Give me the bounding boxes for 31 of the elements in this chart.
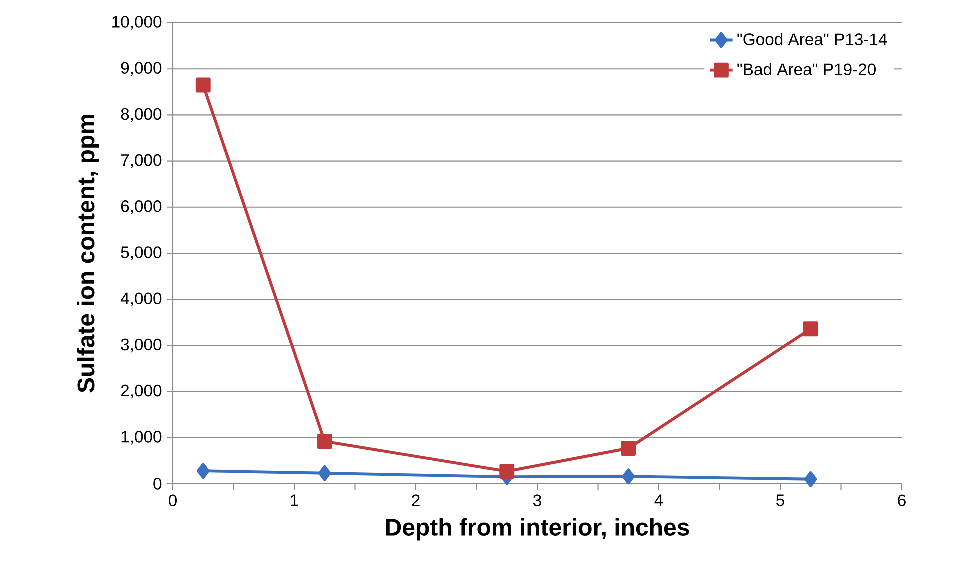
y-tick-label: 1,000 [122,431,162,445]
point [622,468,635,485]
y-tick-label: 4,000 [120,292,162,306]
point [621,441,636,456]
x-tick-label: 1 [291,494,298,506]
y-tick-label: 8,000 [121,108,162,122]
x-tick-label: 3 [533,494,542,507]
legend-label: "Bad Area" P19-20 [738,63,876,76]
x-tick-label: 0 [169,494,177,507]
x-tick-label: 4 [654,494,664,506]
y-axis-title: Sulfate ion content, ppm [77,114,100,393]
point [197,463,210,480]
point [318,465,332,482]
x-axis-title: Depth from interior, inches [386,518,690,541]
y-tick-label: 2,000 [121,384,162,399]
y-tick-label: 7,000 [121,154,162,168]
x-tick-label: 2 [412,494,420,506]
point [500,464,515,480]
y-tick-label: 5,000 [121,246,162,260]
x-tick-label: 6 [898,494,906,507]
point [196,78,211,93]
y-tick-label: 6,000 [121,200,162,214]
y-tick-label: 0 [154,478,162,490]
y-tick-label: 9,000 [121,62,162,76]
legend-label: "Good Area" P13-14 [738,33,888,46]
point [804,471,818,488]
point [317,434,332,450]
y-tick-label: 3,000 [121,338,162,353]
point [803,322,818,337]
y-tick-label: 10,000 [112,16,162,30]
x-tick-label: 5 [776,494,784,506]
